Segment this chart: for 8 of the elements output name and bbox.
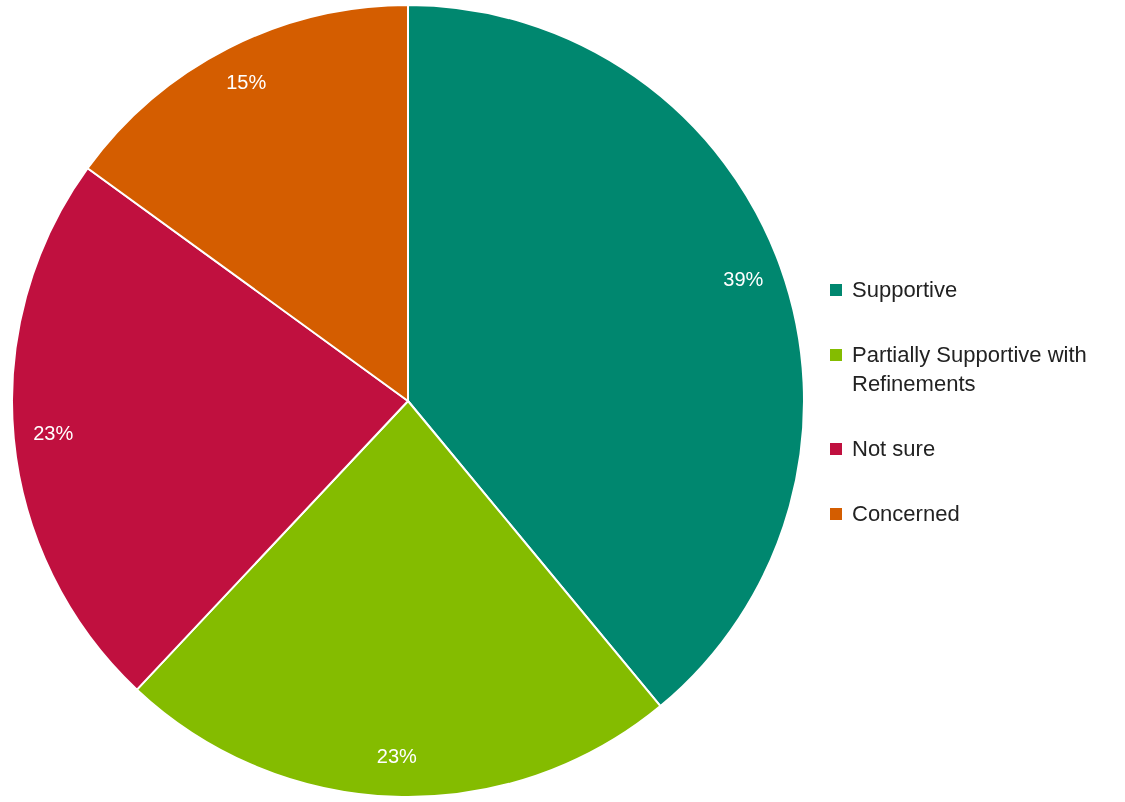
legend-label: Concerned — [852, 499, 960, 528]
legend-label: Partially Supportive with Refinements — [852, 340, 1088, 398]
legend-label: Not sure — [852, 434, 936, 463]
data-label: 15% — [226, 70, 267, 93]
data-label: 23% — [33, 422, 74, 445]
data-label: 39% — [723, 267, 764, 290]
legend-label: Supportive — [852, 275, 958, 304]
data-label: 23% — [376, 744, 418, 767]
